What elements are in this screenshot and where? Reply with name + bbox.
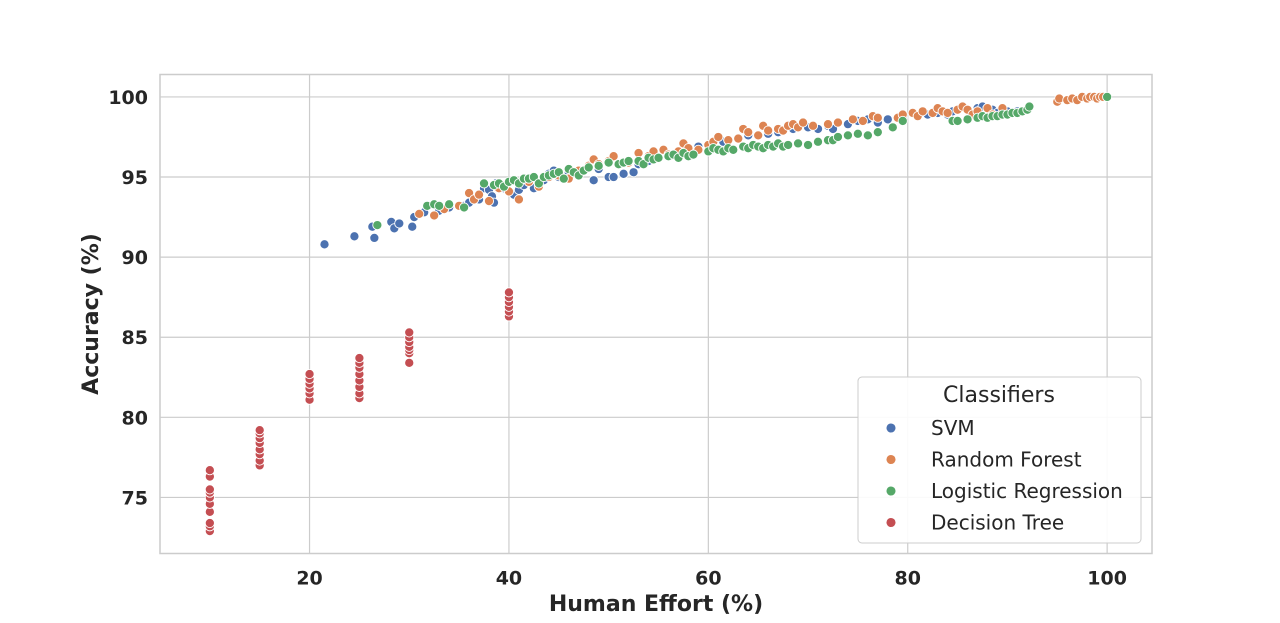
y-axis-label: Accuracy (%) [79, 233, 104, 395]
y-tick-labels: 75 80 85 90 95 100 [108, 87, 148, 510]
data-point [404, 327, 415, 338]
data-point [882, 114, 893, 125]
data-point [743, 127, 754, 138]
data-point [763, 125, 774, 136]
data-point [414, 208, 425, 219]
data-point [429, 210, 440, 221]
data-point [204, 465, 215, 476]
legend-marker [885, 517, 897, 528]
data-point [603, 157, 614, 168]
legend-label: SVM [931, 416, 975, 440]
plot-frame [159, 73, 1153, 555]
x-tick-label: 80 [895, 568, 921, 590]
data-point [872, 112, 883, 123]
data-point [608, 171, 619, 183]
data-point [832, 131, 843, 143]
data-point [847, 114, 858, 125]
data-point [807, 120, 819, 131]
data-point [444, 199, 455, 210]
data-point [354, 353, 365, 364]
data-point [204, 518, 215, 529]
legend-title: Classifiers [943, 383, 1055, 408]
data-point [713, 131, 724, 143]
data-point [1024, 101, 1035, 112]
data-point [842, 130, 853, 141]
legend: Classifiers SVM Random Forest Logistic Reg… [857, 376, 1142, 544]
x-axis-label: Human Effort (%) [549, 592, 763, 617]
data-point [917, 106, 928, 117]
data-point [733, 133, 744, 144]
x-tick-label: 40 [496, 568, 522, 590]
y-tick-label: 75 [122, 487, 148, 509]
legend-marker [885, 422, 897, 434]
data-point [513, 194, 524, 205]
data-point [812, 136, 824, 147]
data-point [753, 130, 764, 141]
data-point [459, 202, 470, 213]
data-point [372, 220, 383, 231]
data-point [503, 287, 514, 298]
data-point [583, 162, 594, 173]
data-point [897, 115, 908, 127]
y-tick-label: 90 [122, 247, 148, 269]
legend-label: Random Forest [931, 448, 1082, 472]
data-point [862, 130, 873, 141]
y-tick-label: 85 [122, 327, 148, 349]
data-point [349, 231, 360, 242]
data-point [369, 232, 380, 243]
data-point [404, 357, 415, 368]
legend-label: Logistic Regression [931, 479, 1123, 503]
data-point [822, 119, 834, 130]
x-tick-label: 60 [695, 568, 721, 590]
legend-items: SVM Random Forest Logistic Regression Decis… [885, 416, 1123, 535]
legend-label: Decision Tree [931, 511, 1064, 535]
data-point [407, 221, 418, 232]
y-tick-label: 80 [122, 407, 148, 429]
data-point [793, 138, 804, 149]
data-point [852, 128, 863, 139]
series-random-forest [414, 91, 1109, 221]
y-tick-label: 100 [108, 87, 148, 109]
data-point [832, 117, 843, 128]
data-point [802, 139, 814, 151]
data-point [942, 107, 953, 118]
data-point [1102, 91, 1113, 102]
series-decision-tree [204, 287, 514, 537]
data-point [473, 189, 485, 200]
data-point [394, 218, 405, 229]
data-point [798, 117, 809, 128]
data-point [628, 167, 639, 178]
x-tick-label: 20 [296, 568, 322, 590]
legend-box [857, 376, 1142, 544]
x-tick-label: 100 [1087, 568, 1127, 590]
series-logistic-regression [372, 91, 1113, 231]
data-point [483, 196, 495, 207]
data-point [857, 115, 868, 127]
data-point [593, 160, 604, 171]
data-point [728, 144, 739, 155]
data-point [872, 127, 883, 138]
data-point [478, 178, 490, 189]
data-point [434, 200, 445, 211]
x-tick-labels: 20 40 60 80 100 [296, 568, 1127, 590]
data-point [887, 122, 898, 133]
data-point [783, 139, 794, 151]
legend-marker [885, 454, 897, 465]
data-point [588, 175, 599, 186]
data-point [319, 239, 330, 250]
data-points [204, 91, 1113, 537]
data-point [952, 115, 963, 127]
data-point [204, 484, 215, 495]
data-point [254, 425, 265, 436]
data-point [618, 168, 629, 179]
data-point [623, 155, 634, 167]
data-point [653, 152, 664, 163]
data-point [304, 369, 315, 380]
y-tick-label: 95 [122, 167, 148, 189]
data-point [688, 149, 699, 160]
data-point [962, 114, 973, 125]
legend-marker [885, 485, 897, 497]
data-point [558, 173, 569, 184]
